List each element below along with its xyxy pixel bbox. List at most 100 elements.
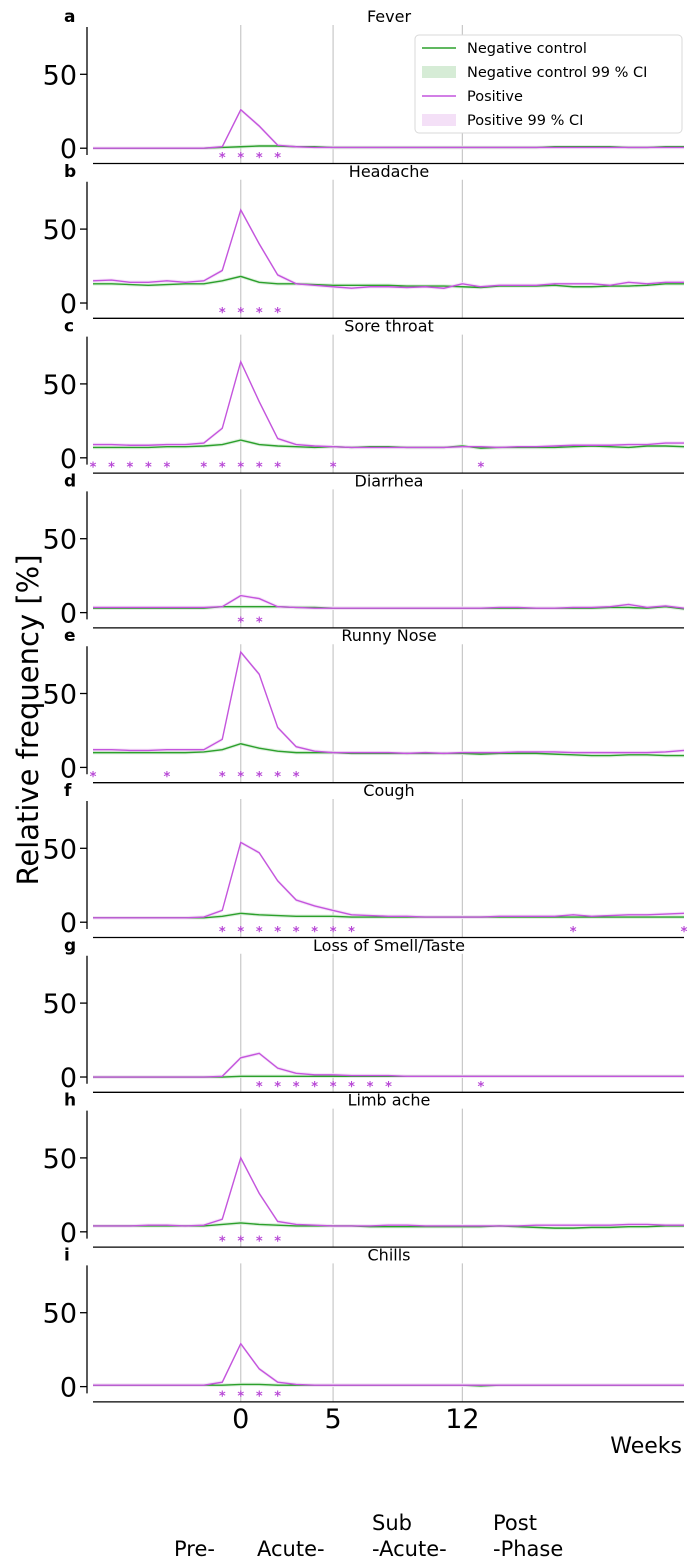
significance-marker: *	[256, 151, 263, 166]
panel-d: 0 50 d Diarrhea * *	[43, 471, 685, 630]
y-tick-label: 0	[60, 134, 77, 165]
panel-i: 0 50 i Chills * * * *	[43, 1245, 684, 1404]
y-tick-label: 0	[60, 908, 77, 939]
significance-marker: *	[219, 461, 226, 476]
panel-letter: h	[64, 1091, 76, 1111]
significance-marker: *	[367, 1080, 374, 1095]
significance-marker: *	[274, 151, 281, 166]
y-tick-label: 50	[43, 834, 77, 865]
significance-marker: *	[256, 1389, 263, 1404]
phase-label: Acute-	[257, 1537, 325, 1561]
ci-band	[93, 1341, 684, 1387]
panels: 0 50 a Fever * * * * 0 50 b Headache * * * * 0 50 c Sore th…	[43, 7, 688, 1404]
significance-marker: *	[570, 925, 577, 940]
significance-marker: *	[237, 1389, 244, 1404]
significance-marker: *	[219, 770, 226, 785]
significance-marker: *	[293, 770, 300, 785]
significance-marker: *	[219, 151, 226, 166]
panel-title: Loss of Smell/Taste	[313, 936, 465, 955]
negative-control-line	[93, 275, 684, 289]
significance-marker: *	[237, 306, 244, 321]
significance-marker: *	[256, 770, 263, 785]
legend-label: Negative control 99 % CI	[467, 65, 647, 81]
positive-line	[93, 1156, 684, 1227]
y-tick-label: 50	[43, 525, 77, 556]
significance-marker: *	[237, 770, 244, 785]
significance-marker: *	[90, 770, 97, 785]
legend-label: Negative control	[467, 41, 587, 57]
legend-frame	[414, 34, 683, 134]
panel-title: Diarrhea	[355, 471, 424, 490]
significance-marker: *	[274, 461, 281, 476]
significance-marker: *	[330, 925, 337, 940]
y-tick-label: 0	[60, 1063, 77, 1094]
significance-marker: *	[348, 1080, 355, 1095]
y-tick-label: 50	[43, 989, 77, 1020]
ci-band	[93, 108, 684, 150]
significance-marker: *	[330, 461, 337, 476]
positive-line	[93, 841, 685, 919]
y-tick-label: 0	[60, 444, 77, 475]
ci-band	[93, 208, 684, 291]
positive-line	[93, 108, 684, 149]
y-tick-label: 50	[43, 60, 77, 91]
y-tick-label: 50	[43, 1299, 77, 1330]
panel-title: Fever	[367, 7, 411, 26]
significance-marker: *	[200, 461, 207, 476]
legend-label: Positive 99 % CI	[467, 113, 583, 129]
significance-marker: *	[237, 615, 244, 630]
legend-patch-swatch	[422, 66, 456, 78]
panel-letter: d	[64, 471, 76, 491]
panel-e: 0 50 e Runny Nose * * * * * * *	[43, 626, 685, 785]
x-tick-label: 5	[325, 1404, 342, 1435]
significance-marker: *	[274, 925, 281, 940]
significance-marker: *	[108, 461, 115, 476]
panel-letter: a	[64, 7, 75, 27]
significance-marker: *	[348, 925, 355, 940]
significance-marker: *	[256, 461, 263, 476]
positive-line	[93, 359, 684, 449]
y-tick-label: 0	[60, 753, 77, 784]
significance-marker: *	[90, 461, 97, 476]
significance-marker: *	[274, 1235, 281, 1250]
positive-line	[93, 650, 685, 755]
panel-letter: c	[64, 317, 74, 337]
positive-line	[92, 208, 684, 289]
panel-title: Chills	[368, 1245, 411, 1264]
y-tick-label: 0	[60, 1373, 77, 1404]
x-tick-label: 12	[445, 1404, 479, 1435]
y-tick-label: 50	[43, 680, 77, 711]
significance-marker: *	[274, 1080, 281, 1095]
significance-marker: *	[681, 925, 688, 940]
significance-marker: *	[219, 925, 226, 940]
significance-marker: *	[237, 1235, 244, 1250]
phase-label: -Acute-	[372, 1537, 447, 1561]
panel-letter: g	[64, 936, 76, 956]
significance-marker: *	[219, 306, 226, 321]
significance-marker: *	[163, 461, 170, 476]
ci-band	[93, 1156, 684, 1228]
x-axis: 0 5 12	[232, 1404, 479, 1435]
panel-title: Headache	[349, 162, 429, 181]
significance-marker: *	[145, 461, 152, 476]
y-tick-label: 50	[43, 1144, 77, 1175]
significance-marker: *	[293, 925, 300, 940]
significance-marker: *	[274, 306, 281, 321]
ci-band	[93, 1051, 684, 1079]
panel-g: 0 50 g Loss of Smell/Taste * * * * * * * * *	[43, 936, 684, 1095]
phase-label: Pre-	[174, 1537, 215, 1561]
panel-title: Sore throat	[344, 317, 434, 336]
significance-marker: *	[293, 1080, 300, 1095]
y-tick-label: 0	[60, 1218, 77, 1249]
positive-line	[93, 594, 685, 609]
legend-label: Positive	[467, 89, 523, 105]
y-tick-label: 0	[60, 289, 77, 320]
significance-marker: *	[163, 770, 170, 785]
panel-letter: i	[64, 1245, 70, 1265]
significance-marker: *	[311, 1080, 318, 1095]
significance-marker: *	[219, 1235, 226, 1250]
ci-band	[93, 650, 684, 756]
panel-f: 0 50 f Cough * * * * * * * * * *	[43, 781, 688, 940]
x-axis-label: Weeks	[610, 1434, 682, 1459]
